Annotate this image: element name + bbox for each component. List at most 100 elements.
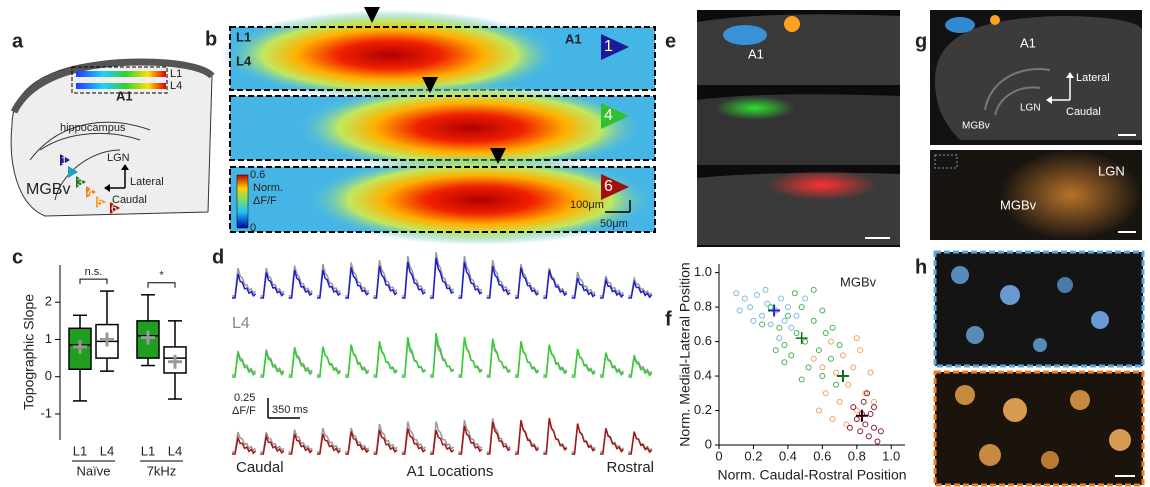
trace xyxy=(260,433,285,455)
point xyxy=(829,416,836,423)
point xyxy=(791,290,798,297)
point xyxy=(867,410,874,417)
point xyxy=(853,416,860,423)
point xyxy=(860,398,867,405)
y-axis-label: Topographic Slope xyxy=(21,294,37,410)
trace xyxy=(458,336,483,378)
point xyxy=(871,398,877,405)
point xyxy=(805,364,812,371)
axis-label: Lateral xyxy=(130,176,164,188)
panel-label: a xyxy=(12,30,24,52)
marker-label: 4 xyxy=(604,107,613,124)
panel-label: h xyxy=(915,256,927,278)
point xyxy=(784,312,791,319)
trace xyxy=(599,428,625,455)
point xyxy=(846,424,853,431)
point xyxy=(853,407,860,414)
point xyxy=(798,376,805,383)
trace xyxy=(401,261,426,299)
panel-label: g xyxy=(915,30,927,52)
point xyxy=(781,359,788,366)
panel-label: e xyxy=(665,30,676,52)
point xyxy=(759,321,766,328)
point xyxy=(874,438,881,445)
x-tick-label: 1.0 xyxy=(882,448,900,463)
panel-label: d xyxy=(212,246,224,268)
y-tick-label: -1 xyxy=(40,405,52,420)
mean-marker xyxy=(795,332,808,345)
point xyxy=(781,342,788,349)
point xyxy=(833,369,840,376)
point xyxy=(819,307,826,314)
point xyxy=(871,424,877,431)
scale-bar-label: 100μm xyxy=(570,199,604,211)
marker-label: 4 xyxy=(87,187,93,199)
mean-marker xyxy=(100,332,114,347)
marker-label: 6 xyxy=(111,203,117,215)
point xyxy=(776,324,783,331)
panel-label: f xyxy=(665,308,672,330)
point xyxy=(827,355,834,362)
point xyxy=(819,373,826,380)
trace xyxy=(543,417,568,455)
point xyxy=(857,428,864,435)
point xyxy=(864,390,871,397)
brain-schematic xyxy=(10,58,215,217)
reference-trace xyxy=(232,431,257,453)
colorbar-label: ΔF/F xyxy=(253,195,277,207)
trace xyxy=(316,269,341,299)
point xyxy=(759,312,766,319)
row-label: L4 xyxy=(232,315,250,332)
trace xyxy=(486,421,511,455)
trace xyxy=(288,433,313,455)
layer-label: L1 xyxy=(236,29,251,44)
x-tick-label: 0.6 xyxy=(813,448,831,463)
layer-label: L4 xyxy=(236,53,252,68)
point xyxy=(836,398,843,405)
structure-label: hippocampus xyxy=(60,122,126,134)
point xyxy=(784,304,791,311)
point xyxy=(857,347,864,354)
point xyxy=(815,407,822,414)
colorbar-tick-label: 0 xyxy=(250,222,256,234)
point xyxy=(788,324,795,331)
structure-label: MGBv xyxy=(962,121,990,132)
x-axis-label: A1 Locations xyxy=(407,463,494,480)
point xyxy=(850,404,857,411)
trace xyxy=(288,348,313,378)
mean-marker xyxy=(855,409,868,422)
trace xyxy=(515,340,540,378)
point xyxy=(776,335,783,342)
point xyxy=(778,295,784,302)
trace xyxy=(628,431,653,455)
region-label: A1 xyxy=(748,46,764,61)
marker-label: 6 xyxy=(604,178,613,195)
layer-label: L1 xyxy=(170,68,182,80)
mean-marker xyxy=(73,339,87,354)
colorbar-label: Norm. xyxy=(253,182,283,194)
point xyxy=(810,317,817,324)
trace xyxy=(486,265,511,299)
region-label: A1 xyxy=(1020,35,1036,50)
trace xyxy=(345,431,370,455)
point xyxy=(843,421,850,428)
scale-label: 0.25 xyxy=(234,392,255,404)
x-tick-label: L4 xyxy=(168,443,182,458)
point xyxy=(802,338,809,345)
trace xyxy=(458,425,483,455)
point xyxy=(810,286,817,293)
point xyxy=(767,321,774,328)
point xyxy=(733,290,740,297)
region-label: A1 xyxy=(565,31,582,46)
y-tick-label: 0.4 xyxy=(694,367,712,382)
trace xyxy=(401,336,426,378)
trace xyxy=(571,348,596,378)
time-scale-label: 350 ms xyxy=(272,404,309,416)
x-tick-label: 0.8 xyxy=(848,448,866,463)
point xyxy=(815,347,822,354)
point xyxy=(862,390,869,397)
reference-trace xyxy=(430,421,455,453)
point xyxy=(798,304,805,311)
